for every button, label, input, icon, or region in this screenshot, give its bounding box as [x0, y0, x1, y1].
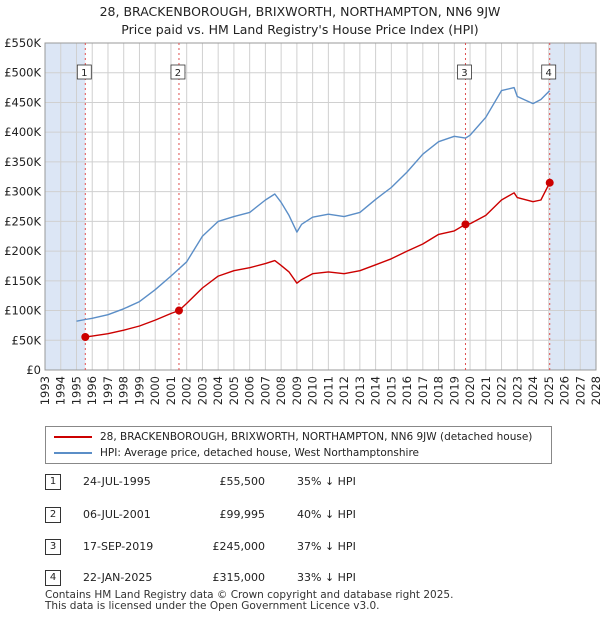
x-tick-label: 2021	[479, 376, 493, 405]
shaded-range-0	[45, 43, 86, 370]
x-tick-label: 2020	[463, 376, 477, 405]
x-tick-label: 2001	[164, 376, 178, 405]
x-tick-label: 2028	[589, 376, 600, 405]
sale-date: 24-JUL-1995	[83, 475, 151, 488]
chart-title: 28, BRACKENBOROUGH, BRIXWORTH, NORTHAMPT…	[99, 4, 501, 19]
y-tick-label: £200K	[4, 244, 41, 258]
x-tick-label: 2024	[526, 376, 540, 405]
x-tick-label: 2014	[369, 376, 383, 405]
sale-price: £245,000	[212, 540, 266, 553]
chart-subtitle: Price paid vs. HM Land Registry's House …	[121, 22, 479, 37]
plot-area	[45, 43, 596, 370]
sale-label-2: 2	[175, 68, 181, 79]
footer-line-copyright: Contains HM Land Registry data © Crown c…	[45, 589, 454, 601]
sale-label-box-4	[541, 64, 557, 80]
x-tick-label: 1993	[38, 376, 52, 405]
y-tick-label: £550K	[4, 36, 41, 50]
table-row: 1 24-JUL-1995 £55,500 35% ↓ HPI	[45, 470, 425, 494]
x-tick-label: 2008	[274, 376, 288, 405]
sale-number-badge: 3	[45, 539, 61, 555]
sale-label-box-2	[170, 64, 186, 80]
legend-item-property: 28, BRACKENBOROUGH, BRIXWORTH, NORTHAMPT…	[54, 429, 532, 445]
footer-line-licence: This data is licensed under the Open Gov…	[45, 600, 380, 612]
x-tick-label: 2013	[353, 376, 367, 405]
x-tick-label: 1995	[69, 376, 83, 405]
sale-hpi-diff: 35% ↓ HPI	[297, 475, 356, 488]
legend-label-hpi: HPI: Average price, detached house, West…	[100, 447, 419, 459]
sale-point-4	[545, 178, 554, 187]
price-chart: £0 £50K £100K £150K £200K £250K £300K £350K £400…	[4, 36, 600, 405]
sale-number-badge: 1	[45, 474, 61, 490]
property-price-line	[85, 182, 551, 338]
x-tick-label: 2017	[416, 376, 430, 405]
sale-point-2	[174, 306, 183, 315]
x-tick-label: 1998	[117, 376, 131, 405]
y-tick-label: £400K	[4, 125, 41, 139]
shaded-range-1	[549, 43, 596, 370]
x-tick-label: 2004	[211, 376, 225, 405]
legend-item-hpi: HPI: Average price, detached house, West…	[54, 445, 419, 461]
y-tick-label: £350K	[4, 155, 41, 169]
x-tick-label: 2002	[180, 376, 194, 405]
y-tick-label: £150K	[4, 274, 41, 288]
x-tick-label: 2003	[195, 376, 209, 405]
x-tick-label: 1994	[54, 376, 68, 405]
x-tick-label: 2026	[558, 376, 572, 405]
sale-hpi-diff: 40% ↓ HPI	[297, 508, 356, 521]
x-tick-label: 2000	[148, 376, 162, 405]
sale-number-badge: 4	[45, 570, 61, 586]
footer-attribution: Contains HM Land Registry data © Crown c…	[45, 590, 453, 612]
sale-date: 17-SEP-2019	[83, 540, 154, 553]
x-tick-label: 2015	[384, 376, 398, 405]
table-row: 3 17-SEP-2019 £245,000 37% ↓ HPI	[45, 535, 425, 559]
x-tick-label: 2009	[290, 376, 304, 405]
sale-hpi-diff: 33% ↓ HPI	[297, 571, 356, 584]
y-tick-label: £500K	[4, 66, 41, 80]
table-row: 4 22-JAN-2025 £315,000 33% ↓ HPI	[45, 566, 425, 590]
table-row: 2 06-JUL-2001 £99,995 40% ↓ HPI	[45, 503, 425, 527]
x-tick-label: 2027	[573, 376, 587, 405]
sale-price: £55,500	[219, 475, 266, 488]
x-tick-label: 2007	[258, 376, 272, 405]
sale-point-3	[461, 220, 470, 229]
x-tick-label: 2019	[447, 376, 461, 405]
x-tick-label: 2018	[432, 376, 446, 405]
hpi-line	[76, 86, 551, 322]
legend-swatch-property	[54, 436, 92, 438]
sale-point-1	[81, 333, 90, 342]
sale-label-box-1	[76, 64, 92, 80]
x-tick-label: 1996	[85, 376, 99, 405]
y-tick-label: £50K	[12, 333, 42, 347]
x-tick-label: 2023	[510, 376, 524, 405]
x-tick-label: 2005	[227, 376, 241, 405]
x-tick-label: 2022	[495, 376, 509, 405]
sale-hpi-diff: 37% ↓ HPI	[297, 540, 356, 553]
sale-label-3: 3	[461, 68, 467, 79]
sale-price: £99,995	[219, 508, 266, 521]
legend-label-property: 28, BRACKENBOROUGH, BRIXWORTH, NORTHAMPT…	[100, 431, 533, 443]
y-tick-label: £250K	[4, 214, 41, 228]
x-tick-label: 2016	[400, 376, 414, 405]
x-tick-label: 2012	[337, 376, 351, 405]
sale-label-1: 1	[81, 68, 87, 79]
sale-price: £315,000	[212, 571, 266, 584]
chart-legend: 28, BRACKENBOROUGH, BRIXWORTH, NORTHAMPT…	[45, 426, 552, 464]
x-tick-label: 2025	[542, 376, 556, 405]
y-tick-label: £450K	[4, 95, 41, 109]
sale-label-4: 4	[546, 68, 552, 79]
plot-frame	[44, 42, 597, 371]
x-tick-label: 2006	[243, 376, 257, 405]
x-tick-label: 1997	[101, 376, 115, 405]
sale-date: 22-JAN-2025	[83, 571, 153, 584]
sale-date: 06-JUL-2001	[83, 508, 151, 521]
sale-label-box-3	[457, 64, 472, 80]
y-tick-label: £0	[26, 363, 41, 377]
x-tick-label: 1999	[132, 376, 146, 405]
y-tick-label: £300K	[4, 185, 41, 199]
legend-swatch-hpi	[54, 452, 92, 454]
x-tick-label: 2011	[321, 376, 335, 405]
sale-number-badge: 2	[45, 507, 61, 523]
y-tick-label: £100K	[4, 304, 41, 318]
x-tick-label: 2010	[306, 376, 320, 405]
